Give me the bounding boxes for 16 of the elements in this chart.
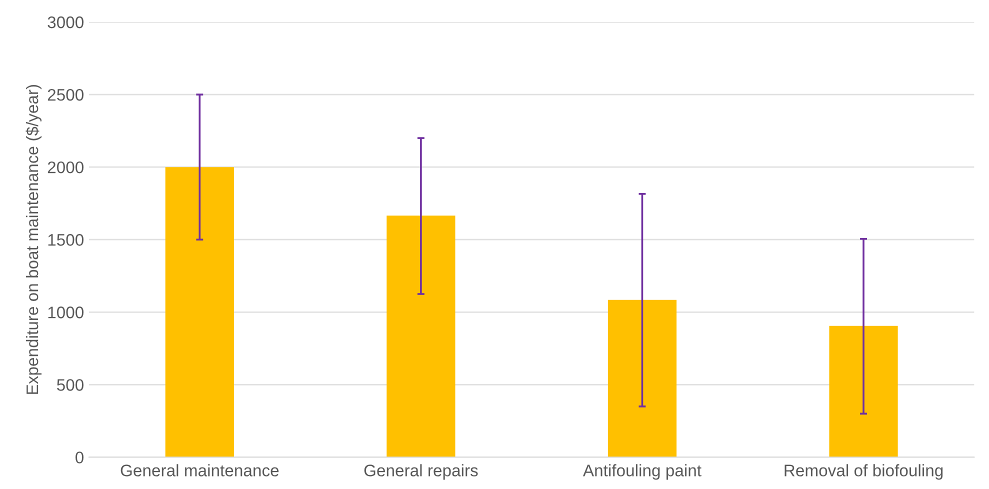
x-tick-label: General maintenance bbox=[120, 464, 279, 476]
y-tick-label: 1000 bbox=[48, 306, 84, 318]
y-axis-title: Expenditure on boat maintenance ($/year) bbox=[26, 84, 42, 394]
bar bbox=[608, 300, 677, 458]
y-tick-label: 500 bbox=[57, 379, 84, 391]
y-tick-label: 3000 bbox=[48, 16, 84, 28]
y-tick-label: 0 bbox=[76, 452, 84, 464]
y-tick-label: 2500 bbox=[48, 88, 84, 101]
bar bbox=[165, 167, 234, 458]
x-tick-label: Removal of biofouling bbox=[784, 464, 943, 480]
x-tick-label: Antifouling paint bbox=[582, 464, 702, 480]
x-tick-label: General repairs bbox=[364, 464, 478, 480]
y-tick-label: 2000 bbox=[48, 161, 84, 174]
y-tick-label: 1500 bbox=[48, 234, 84, 246]
bar bbox=[386, 216, 456, 458]
bar bbox=[829, 326, 898, 458]
